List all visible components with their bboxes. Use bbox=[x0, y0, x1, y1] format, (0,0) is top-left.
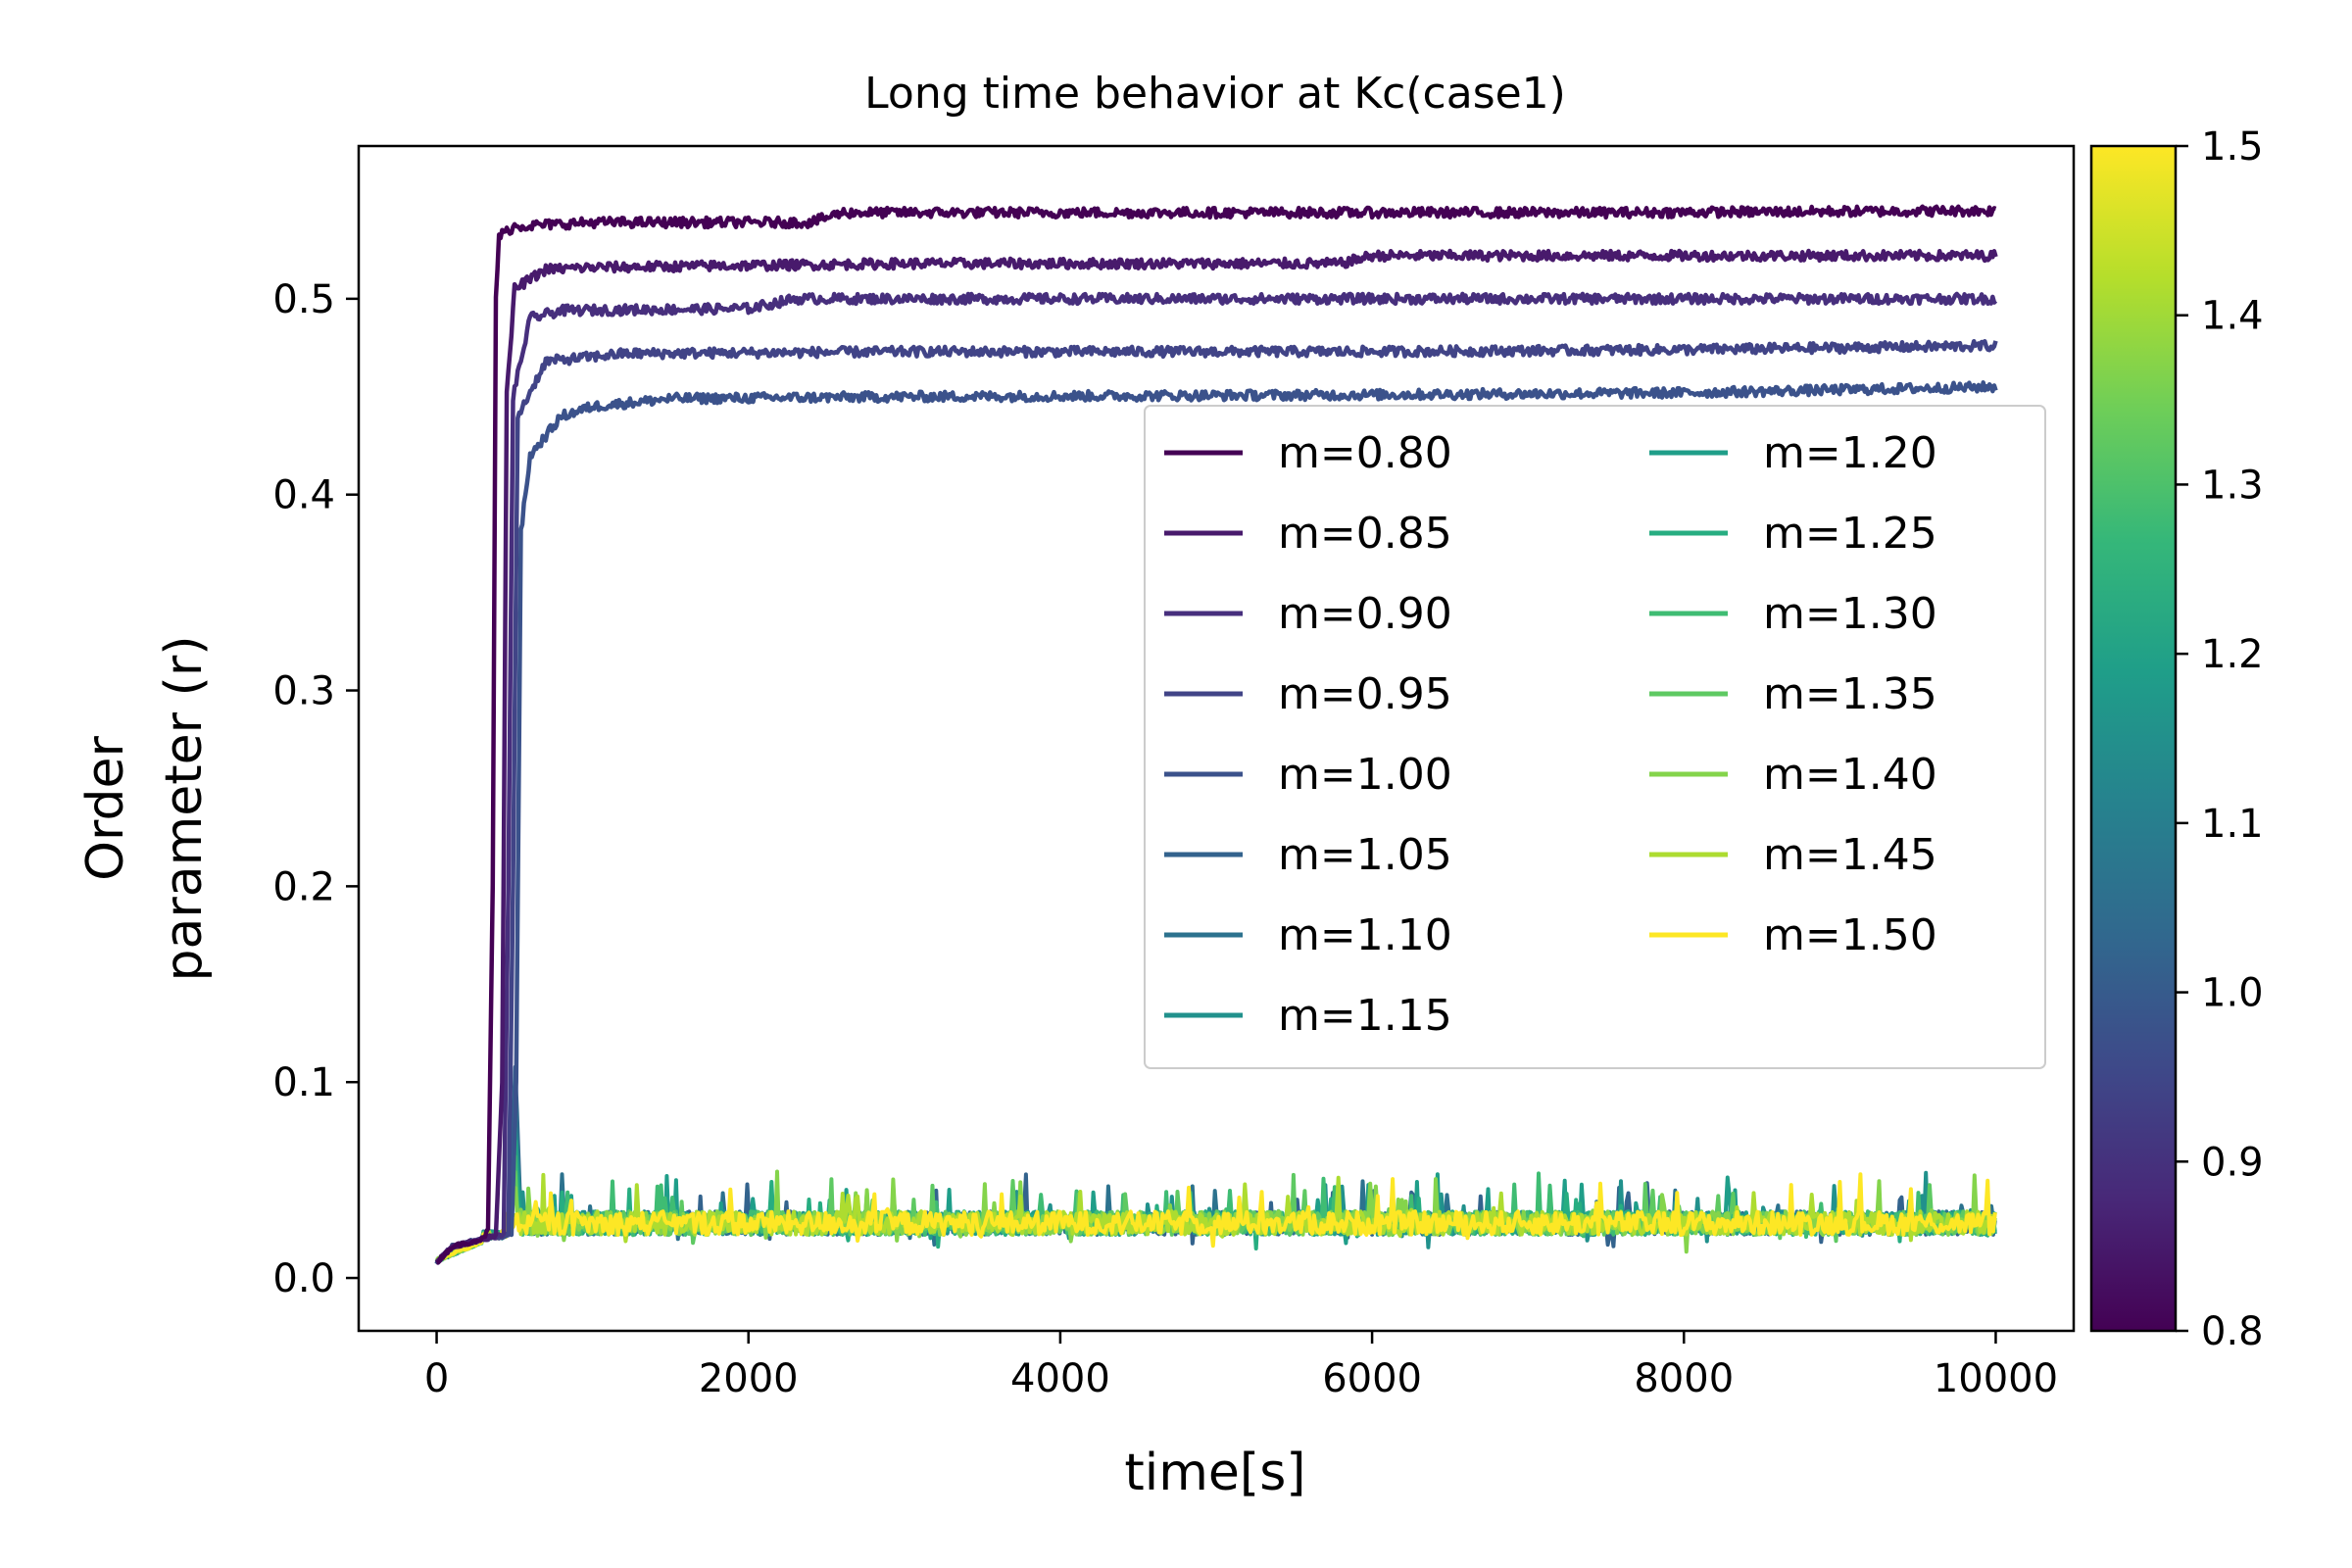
legend-label: m=0.95 bbox=[1278, 669, 1452, 719]
legend-label: m=1.20 bbox=[1763, 428, 1937, 478]
series-line-m=0.90 bbox=[435, 291, 1998, 1265]
y-tick-label: 0.0 bbox=[272, 1256, 335, 1301]
y-axis-label-line-2: parameter (r) bbox=[155, 635, 214, 981]
legend-label: m=1.25 bbox=[1763, 509, 1937, 559]
colorbar-tick-label: 1.3 bbox=[2201, 463, 2264, 508]
x-tick-label: 6000 bbox=[1322, 1356, 1422, 1401]
colorbar-tick-label: 1.2 bbox=[2201, 632, 2264, 677]
legend-label: m=0.90 bbox=[1278, 589, 1452, 639]
legend-box bbox=[1144, 405, 2046, 1069]
y-tick-label: 0.2 bbox=[272, 864, 335, 909]
plot-frame bbox=[357, 144, 2076, 1333]
axes: 0 2000 4000 6000 8000 10000 0.0 0.1 0.2 0.3 0.4 0.5 bbox=[272, 144, 2076, 1401]
series-line-m=0.80 bbox=[435, 204, 1997, 1265]
colorbar-tick-label: 0.9 bbox=[2201, 1140, 2264, 1185]
legend-label: m=0.80 bbox=[1278, 428, 1452, 478]
legend-label: m=1.10 bbox=[1278, 910, 1452, 960]
colorbar-gradient bbox=[2089, 144, 2178, 1333]
legend-label: m=0.85 bbox=[1278, 509, 1452, 559]
x-tick-label: 10000 bbox=[1934, 1356, 2058, 1401]
series-line-m=0.85 bbox=[434, 248, 1998, 1264]
x-tick-label: 8000 bbox=[1634, 1356, 1734, 1401]
series-line-m=1.00 bbox=[434, 380, 1998, 1265]
x-axis-label: time[s] bbox=[1124, 1444, 1305, 1502]
colorbar-tick-label: 1.1 bbox=[2201, 802, 2264, 847]
colorbar-tick-label: 1.0 bbox=[2201, 971, 2264, 1016]
legend-label: m=1.30 bbox=[1763, 589, 1937, 639]
legend-label: m=1.15 bbox=[1278, 991, 1452, 1041]
colorbar-tick-label: 0.8 bbox=[2201, 1309, 2264, 1354]
legend-label: m=1.35 bbox=[1763, 669, 1937, 719]
plot-area bbox=[434, 204, 1998, 1265]
legend-label: m=1.45 bbox=[1763, 830, 1937, 880]
y-tick-label: 0.1 bbox=[272, 1060, 335, 1105]
series-line-m=1.50 bbox=[436, 1172, 1997, 1262]
x-tick-label: 2000 bbox=[699, 1356, 799, 1401]
chart-title: Long time behavior at Kc(case1) bbox=[864, 69, 1566, 119]
legend-label: m=1.50 bbox=[1763, 910, 1937, 960]
y-tick-label: 0.3 bbox=[272, 669, 335, 714]
series-line-m=0.95 bbox=[434, 338, 1998, 1264]
legend: m=0.80 m=0.85 m=0.90 m=0.95 m=1.00 m=1.05 m=1.… bbox=[1144, 405, 2046, 1069]
colorbar-tick-label: 1.5 bbox=[2201, 124, 2264, 170]
y-tick-label: 0.5 bbox=[272, 277, 335, 322]
y-axis-label-line-1: Order bbox=[76, 735, 135, 880]
x-tick-label: 4000 bbox=[1010, 1356, 1110, 1401]
colorbar: 0.8 0.9 1.0 1.1 1.2 1.3 1.4 1.5 bbox=[2089, 124, 2264, 1354]
x-tick-label: 0 bbox=[424, 1356, 449, 1401]
colorbar-tick-label: 1.4 bbox=[2201, 294, 2264, 339]
legend-label: m=1.00 bbox=[1278, 750, 1452, 800]
legend-label: m=1.05 bbox=[1278, 830, 1452, 880]
legend-label: m=1.40 bbox=[1763, 750, 1937, 800]
y-tick-label: 0.4 bbox=[272, 473, 335, 518]
